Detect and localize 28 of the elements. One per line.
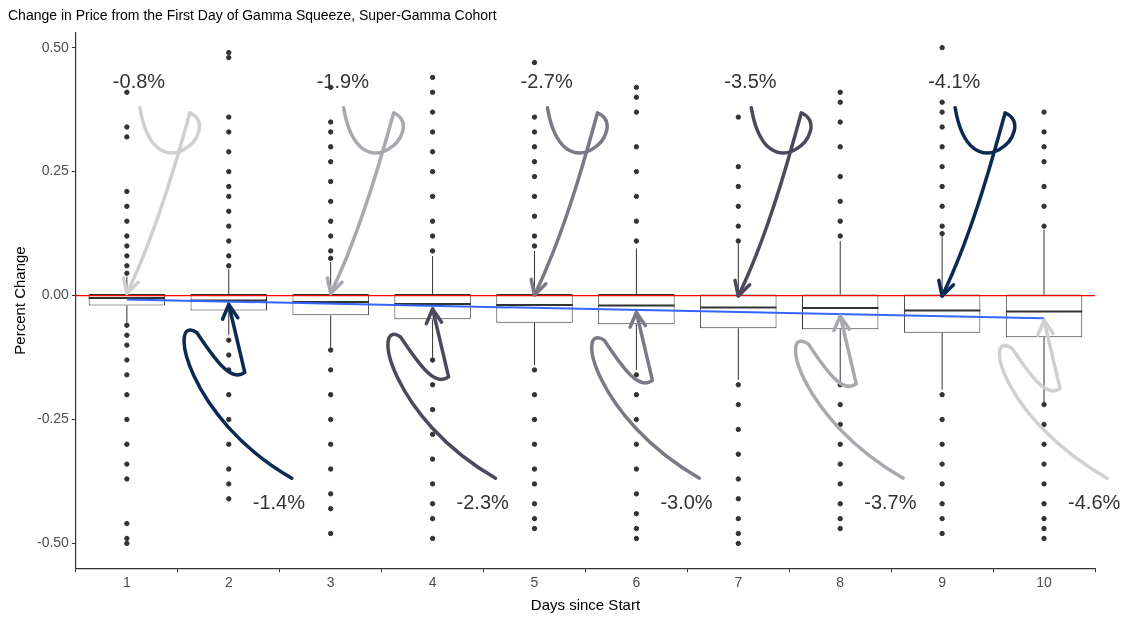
annotation: -4.6% <box>1068 490 1121 513</box>
y-axis-title: Percent Change <box>11 246 29 355</box>
x-tick-label: 1 <box>122 574 131 591</box>
y-tick-label: 0.00 <box>41 286 70 303</box>
x-tick-label: 5 <box>530 574 539 591</box>
annotation: -3.5% <box>724 70 777 93</box>
x-tick-label: 9 <box>938 574 947 591</box>
annotation: -0.8% <box>112 70 166 93</box>
x-tick-label: 6 <box>632 574 641 591</box>
x-tick-label: 2 <box>224 574 233 591</box>
annotation: -2.3% <box>456 490 510 513</box>
annotation: -3.0% <box>660 490 713 513</box>
x-tick-label: 4 <box>428 574 437 591</box>
y-tick-label: -0.50 <box>36 534 70 551</box>
chart-title: Change in Price from the First Day of Gamma Squeeze, Super-Gamma Cohort <box>8 7 497 24</box>
annotation: -1.4% <box>252 490 306 513</box>
y-tick-label: 0.50 <box>41 38 70 55</box>
x-tick-label: 3 <box>326 574 335 591</box>
annotation: -1.9% <box>316 70 370 93</box>
y-tick-label: 0.25 <box>41 162 70 179</box>
x-axis-title: Days since Start <box>530 596 641 614</box>
y-tick-label: -0.25 <box>36 410 70 427</box>
annotation: -2.7% <box>520 70 573 93</box>
x-tick-label: 8 <box>836 574 845 591</box>
annotation: -3.7% <box>864 490 917 513</box>
annotation: -4.1% <box>928 70 981 93</box>
x-tick-label: 10 <box>1036 574 1053 591</box>
x-tick-label: 7 <box>734 574 743 591</box>
